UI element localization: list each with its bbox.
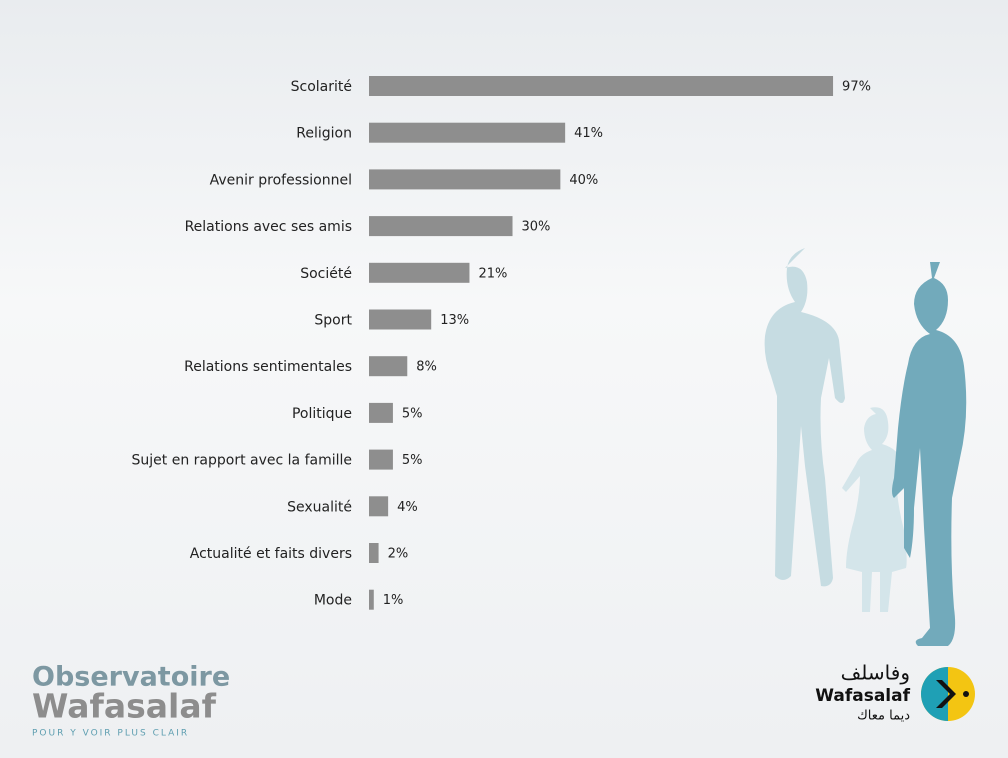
bar [369, 356, 408, 377]
bar [369, 402, 393, 423]
category-label: Sujet en rapport avec la famille [132, 453, 352, 469]
value-label: 1% [383, 593, 404, 608]
value-label: 5% [402, 453, 423, 468]
category-label: Politique [292, 406, 352, 422]
value-label: 21% [478, 266, 507, 281]
value-label: 40% [569, 173, 598, 188]
value-label: 41% [574, 126, 603, 141]
category-label: Religion [296, 126, 352, 142]
category-label: Mode [314, 593, 352, 609]
bar [369, 449, 393, 470]
bar [369, 309, 432, 330]
category-label: Sport [314, 313, 352, 329]
bar [369, 543, 379, 563]
category-label: Relations sentimentales [184, 359, 352, 375]
value-label: 4% [397, 500, 418, 515]
logo-name: Wafasalaf [815, 686, 910, 706]
logo-dot [963, 691, 969, 697]
logo-arabic-tagline: ديما معاك [857, 709, 910, 724]
logo-arrow [936, 680, 956, 708]
category-label: Scolarité [291, 79, 352, 95]
bar [369, 169, 561, 190]
logo-line2: Wafasalaf [32, 687, 217, 726]
category-label: Relations avec ses amis [185, 219, 352, 235]
logo-tagline: POUR Y VOIR PLUS CLAIR [32, 729, 189, 739]
value-label: 13% [440, 313, 469, 328]
value-label: 30% [522, 220, 551, 235]
bar [369, 76, 834, 96]
value-label: 5% [402, 406, 423, 421]
bar [369, 589, 374, 610]
category-label: Avenir professionnel [210, 172, 352, 188]
value-label: 97% [842, 80, 871, 95]
value-label: 8% [416, 360, 437, 375]
logo-line1: Observatoire [32, 662, 230, 693]
logo-arabic: وفاسلف [841, 661, 910, 685]
bar [369, 122, 566, 143]
value-label: 2% [388, 547, 409, 562]
category-label: Sexualité [287, 499, 352, 515]
category-label: Actualité et faits divers [190, 546, 352, 562]
category-label: Société [300, 266, 352, 282]
logo-right: وفاسلف Wafasalaf ديما معاك [815, 661, 975, 724]
family-silhouette [764, 248, 967, 646]
bar [369, 496, 389, 517]
logo-left: Observatoire Wafasalaf POUR Y VOIR PLUS … [32, 662, 230, 739]
bar [369, 262, 470, 283]
bar [369, 216, 513, 237]
